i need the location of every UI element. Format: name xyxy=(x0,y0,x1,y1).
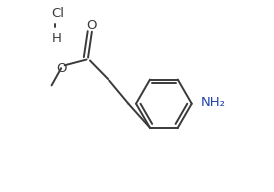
Text: O: O xyxy=(56,62,66,75)
Text: O: O xyxy=(87,19,97,32)
Text: H: H xyxy=(52,32,61,45)
Text: NH₂: NH₂ xyxy=(201,96,226,109)
Text: Cl: Cl xyxy=(52,7,65,20)
